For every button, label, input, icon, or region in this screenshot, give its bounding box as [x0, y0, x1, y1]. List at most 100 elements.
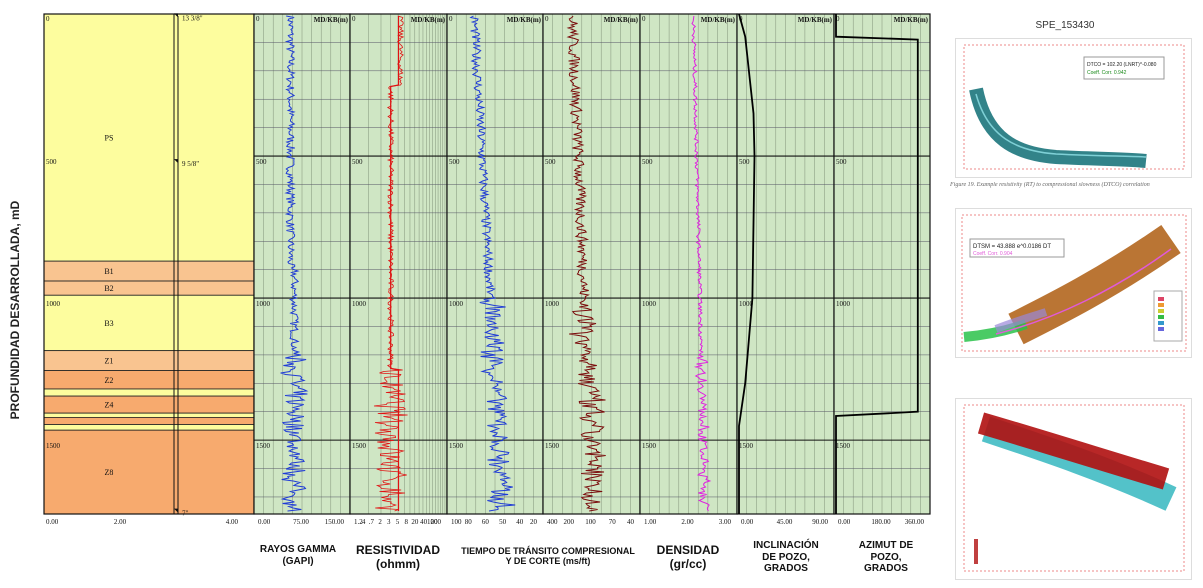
footer-line: GRADOS [864, 563, 908, 574]
fit-equation-1: DTCO = 102.20 (LNRT)^-0.080 [1087, 62, 1157, 68]
curve-density [691, 15, 712, 512]
depth-label: 0 [449, 15, 453, 23]
scale-label: 0.00 [838, 518, 851, 526]
depth-label: 0 [352, 15, 356, 23]
scale-label: 45.00 [777, 518, 793, 526]
zone-band-8 [43, 412, 255, 418]
footer-resistivity: RESISTIVIDAD (ohmm) [346, 543, 450, 572]
depth-label: 0 [642, 15, 646, 23]
curve-dtc [469, 15, 516, 512]
scale-label: 200 [564, 518, 575, 526]
zone-label: Z8 [105, 468, 114, 477]
scale-label: 20 [411, 518, 419, 526]
depth-label: 1500 [449, 442, 464, 450]
scale-label: 3.00 [719, 518, 732, 526]
panel-title: SPE_153430 [1035, 20, 1095, 31]
casing-label: 7" [182, 510, 189, 518]
crossplot-3 [955, 398, 1192, 580]
footer-line: DE POZO, [762, 551, 810, 563]
zone-b3 [43, 294, 255, 352]
footer-line: DENSIDAD [656, 543, 720, 557]
depth-label: 1500 [739, 442, 754, 450]
depth-label-zone: 0 [46, 15, 50, 23]
zone-label: B1 [104, 267, 113, 276]
depth-label: 1000 [642, 300, 657, 308]
fit-equation-2-sub: Coeff. Corr. 0.904 [973, 251, 1013, 257]
track-den [639, 13, 738, 515]
zone-band-6 [43, 388, 255, 397]
curve-resistivity [373, 15, 408, 512]
depth-label: 500 [836, 158, 847, 166]
depth-label: 1500 [352, 442, 367, 450]
track-azi [833, 13, 931, 515]
scale-label: 40 [516, 518, 524, 526]
zone-ps [43, 13, 255, 262]
zone-z1 [43, 350, 255, 371]
zone-band-10 [43, 424, 255, 431]
casing-label: 13 3/8" [182, 14, 203, 22]
zone-label: B3 [104, 319, 113, 328]
depth-label: 1000 [836, 300, 851, 308]
track-header: MD/KB(m) [507, 16, 542, 24]
scale-label: 100 [451, 518, 462, 526]
footer-line: INCLINACIÓN [753, 540, 819, 551]
depth-label: 1500 [256, 442, 271, 450]
depth-label: 1500 [545, 442, 560, 450]
fit-equation-2: DTSM = 43.888 e^0.0186 DT [973, 244, 1051, 250]
casing-shoe-icon [174, 13, 178, 18]
scale-label: 60 [482, 518, 490, 526]
depth-label: 1000 [256, 300, 271, 308]
scale-label: 400 [547, 518, 558, 526]
scale-label: 8 [404, 518, 408, 526]
svg-text:Coeff. Corr. 0.942: Coeff. Corr. 0.942 [1087, 70, 1127, 76]
scale-label: 360.00 [905, 518, 925, 526]
zone-label: Z4 [105, 401, 114, 410]
footer-density: DENSIDAD (gr/cc) [640, 543, 736, 572]
depth-label: 1000 [545, 300, 560, 308]
track-dts [542, 13, 641, 515]
track-header: MD/KB(m) [314, 16, 349, 24]
zone-label: Z2 [105, 376, 114, 385]
curve-dts [566, 15, 606, 512]
footer-line: POZO, [870, 551, 902, 563]
scale-label: 100 [585, 518, 596, 526]
scale-label: .4 [360, 518, 366, 526]
casing-shoe-icon [174, 508, 178, 513]
depth-label: 500 [739, 158, 750, 166]
zone-z8 [43, 429, 255, 515]
footer-transit: TIEMPO DE TRÁNSITO COMPRESIONAL Y DE CORT… [448, 546, 648, 567]
scale-label: 0.00 [258, 518, 271, 526]
footer-line: Y DE CORTE (ms/ft) [505, 556, 591, 567]
scale-label: 180.00 [871, 518, 891, 526]
depth-label: 1500 [836, 442, 851, 450]
track-header: MD/KB(m) [701, 16, 736, 24]
depth-label-zone: 1000 [46, 300, 61, 308]
curve-gamma-ray [280, 15, 309, 512]
zone-z4 [43, 395, 255, 414]
casing-label: 9 5/8" [182, 160, 199, 168]
scale-label: 150.00 [325, 518, 345, 526]
panel-caption: Figure 19. Example resistivity (RT) to c… [950, 182, 1150, 188]
zone-band-9 [43, 417, 255, 425]
depth-label: 500 [642, 158, 653, 166]
zone-scale-label: 4.00 [226, 518, 239, 526]
depth-label: 1000 [449, 300, 464, 308]
scale-label: 2.00 [681, 518, 694, 526]
track-header: MD/KB(m) [604, 16, 639, 24]
footer-inclination: INCLINACIÓN DE POZO, GRADOS [736, 540, 836, 575]
depth-label: 0 [256, 15, 260, 23]
scale-label: 80 [465, 518, 473, 526]
footer-line: (ohmm) [376, 556, 420, 571]
scale-label: .7 [369, 518, 375, 526]
footer-line: GRADOS [764, 563, 808, 574]
depth-label: 1500 [642, 442, 657, 450]
scale-label: 1.00 [644, 518, 657, 526]
scale-label: 0.00 [741, 518, 754, 526]
depth-label: 500 [352, 158, 363, 166]
scale-label: 40 [420, 518, 428, 526]
curve-azimuth [835, 14, 919, 514]
depth-label: 0 [836, 15, 840, 23]
scale-label: 40 [627, 518, 635, 526]
footer-line: TIEMPO DE TRÁNSITO COMPRESIONAL [461, 546, 635, 556]
zone-label: B2 [104, 284, 113, 293]
